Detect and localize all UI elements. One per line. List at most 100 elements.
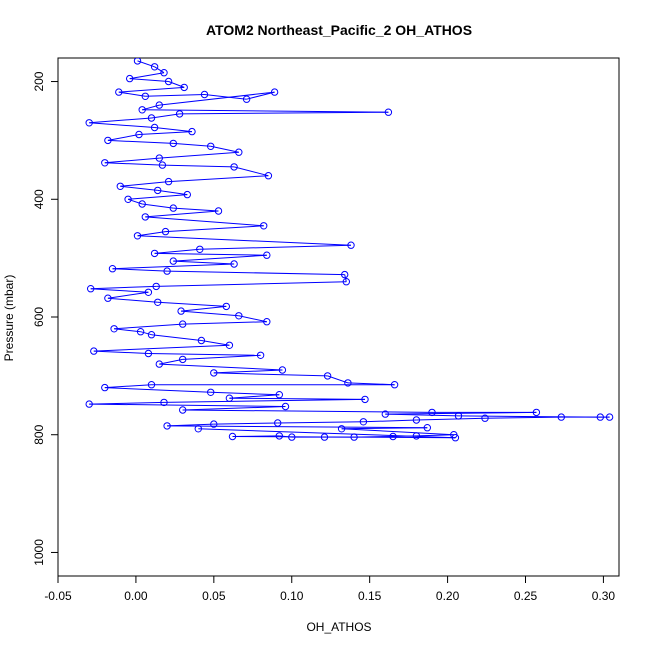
series-line-segment	[118, 86, 185, 93]
x-tick-label: 0.00	[124, 589, 148, 603]
series-line-segment	[182, 354, 261, 360]
data-point	[359, 418, 368, 426]
series-line-segment	[145, 94, 205, 97]
data-point	[423, 424, 431, 432]
plot-area	[57, 57, 620, 577]
series-line-segment	[107, 297, 158, 303]
data-point	[230, 260, 238, 268]
data-point	[200, 90, 209, 99]
data-point	[161, 227, 170, 236]
y-tick-label: 1000	[32, 539, 46, 566]
data-point	[169, 139, 178, 148]
series-line-segment	[167, 425, 428, 429]
x-axis-label: OH_ATHOS	[306, 620, 371, 634]
data-point	[320, 433, 329, 441]
series-line-segment	[159, 358, 183, 365]
data-point	[141, 213, 150, 221]
series-line-segment	[173, 207, 219, 212]
y-tick-label: 400	[32, 189, 46, 209]
series-line-segment	[179, 111, 389, 115]
data-point	[179, 355, 187, 364]
chart-title: ATOM2 Northeast_Pacific_2 OH_ATHOS	[206, 22, 472, 38]
data-point	[481, 414, 489, 422]
data-point	[274, 419, 282, 427]
x-tick-label: 0.20	[436, 589, 460, 603]
series-line-segment	[118, 91, 146, 97]
data-point	[116, 182, 125, 191]
data-point	[412, 432, 421, 440]
data-point	[384, 108, 393, 116]
series-line-segment	[385, 413, 459, 417]
data-point	[288, 433, 296, 441]
data-point	[275, 391, 283, 399]
data-point	[214, 207, 223, 215]
y-axis: 200 400 600 800 1000	[32, 71, 59, 566]
series-line-segment	[246, 91, 275, 100]
series-line-segment	[484, 416, 562, 419]
data-point	[150, 249, 159, 258]
series-line-segment	[154, 252, 267, 256]
data-point	[264, 172, 273, 180]
data-point	[133, 58, 142, 65]
series-line-segment	[416, 417, 486, 421]
series-line-segment	[90, 285, 157, 290]
series-line-segment	[127, 198, 143, 205]
y-tick-label: 800	[32, 424, 46, 444]
series-line-segment	[128, 194, 188, 200]
data-point	[341, 270, 349, 279]
data-point	[596, 413, 604, 421]
data-point	[256, 351, 265, 359]
series-line-segment	[181, 305, 227, 312]
series-line-segment	[114, 328, 141, 333]
data-point	[263, 251, 271, 259]
series-line-segment	[120, 181, 169, 187]
x-tick-label: 0.15	[358, 589, 382, 603]
series-line-segment	[165, 225, 264, 233]
series-line-segment	[151, 334, 202, 341]
series-line-segment	[341, 427, 428, 430]
data-point	[361, 395, 369, 404]
data-point	[180, 83, 188, 92]
series-line-segment	[182, 321, 267, 325]
data-point	[242, 95, 251, 103]
data-point	[344, 379, 352, 387]
data-point	[412, 416, 421, 424]
data-point	[126, 74, 134, 83]
data-point	[175, 110, 184, 118]
series-line-segment	[129, 78, 169, 82]
data-point	[147, 331, 156, 339]
data-point	[150, 63, 159, 71]
x-tick-label: 0.25	[514, 589, 538, 603]
data-marks	[85, 58, 614, 442]
data-point	[228, 432, 237, 441]
data-point	[144, 349, 153, 358]
data-point	[138, 106, 146, 114]
data-point	[179, 406, 187, 414]
data-point	[454, 412, 463, 420]
series-line-segment	[112, 263, 235, 270]
data-point	[108, 265, 117, 273]
series-line-segment	[168, 175, 269, 183]
data-point	[263, 318, 271, 326]
series-line-segment	[162, 164, 235, 168]
data-point	[101, 383, 109, 392]
series-line-segment	[159, 151, 239, 159]
data-point	[451, 434, 460, 442]
data-point	[532, 408, 541, 417]
series-line-segment	[210, 391, 280, 396]
series-line-segment	[201, 340, 230, 346]
data-point	[160, 69, 168, 77]
x-tick-label: 0.30	[592, 589, 616, 603]
data-point	[90, 347, 98, 355]
series-line-segment	[159, 91, 275, 106]
series-line-segment	[182, 406, 286, 411]
series-line-segment	[104, 384, 152, 389]
series-line-segment	[182, 409, 433, 413]
series-line-segment	[89, 117, 152, 124]
series-line-segment	[229, 397, 366, 400]
data-point	[138, 200, 146, 208]
series-line-segment	[145, 210, 219, 218]
data-point	[155, 154, 164, 162]
